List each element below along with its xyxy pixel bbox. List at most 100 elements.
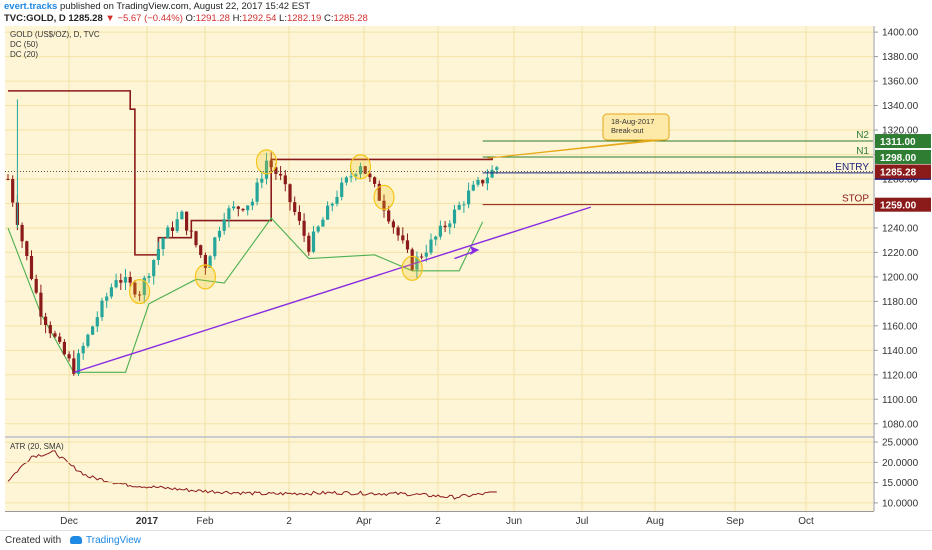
candle-body [133,282,137,295]
candle-body [471,184,475,191]
candle-body [429,239,433,253]
candle-body [6,178,10,180]
candle-body [434,236,438,240]
candle-body [123,277,128,283]
candle-body [180,211,184,220]
x-tick-label: Sep [726,516,744,527]
candle-body [208,256,212,268]
x-axis-ticks: Dec 2017 Feb 2 Apr 2 Jun Jul Aug Sep Oct [60,26,814,527]
level-price-tag [875,149,931,164]
close-label: C: [323,13,334,24]
x-tick-label: Jun [506,516,522,527]
trend-arrow-head [469,246,480,256]
candle-body [203,255,207,268]
tradingview-logo[interactable]: TradingView [70,535,141,546]
atr-tick-label: 15.0000 [882,478,919,489]
candle-body [358,166,363,175]
legend-entry: GOLD (US$/OZ), D, TVC [10,30,100,39]
candle-body [363,166,367,174]
x-tick-label: 2017 [136,516,159,527]
candle-body [274,167,278,174]
candle-body [382,200,386,211]
candle-body [58,336,62,342]
publish-line: evert.tracks published on TradingView.co… [4,1,310,12]
y-tick-label: 1400.00 [882,28,919,39]
y-tick-label: 1140.00 [882,346,918,357]
candle-body [405,240,410,250]
candle-body [340,182,344,197]
x-tick-label: Jul [576,516,589,527]
candle-body [293,202,297,212]
tradingview-brand: TradingView [86,535,142,546]
x-tick-label: Apr [356,516,372,527]
candle-body [396,227,400,236]
last-price: 1285.28 [68,13,103,24]
candle-body [344,177,348,183]
candle-body [44,316,48,325]
candle-body [189,230,193,232]
candle-body [39,292,43,317]
candle-body [246,205,250,211]
trend-line [73,206,592,374]
candle-body [452,209,457,224]
candle-body [311,231,316,252]
level-price-label: 1298.00 [880,153,917,164]
x-tick-label: 2 [286,516,292,527]
candle-body [495,167,499,170]
candle-body [48,324,52,334]
legend-entry: DC (20) [10,50,38,59]
level-price-tag [875,134,931,149]
candle-body [241,208,245,211]
candle-body [424,252,428,257]
candle-body [199,245,203,256]
ohlc-line: TVC:GOLD, D 1285.28 ▼ −5.67 (−0.44%) O:1… [4,13,368,24]
atr-tick-label: 10.0000 [882,498,919,509]
candle-body [53,333,57,337]
candle-body [255,182,259,202]
level-name: N1 [856,146,869,157]
candle-body [161,238,165,250]
published-text: published on TradingView.com, August 22,… [60,1,311,12]
candle-body [321,219,325,227]
y-tick-label: 1380.00 [882,52,919,63]
y-tick-label: 1320.00 [882,126,919,137]
author-link[interactable]: evert.tracks [4,1,58,12]
candle-body [11,179,15,203]
candle-body [269,160,273,168]
candle-body [462,204,466,206]
y-tick-label: 1340.00 [882,101,919,112]
candle-body [100,300,104,318]
close-value: 1285.28 [333,13,368,24]
candle-body [485,177,489,184]
candle-body [354,174,358,177]
highlight-ellipse [373,184,395,210]
candle-body [264,160,269,179]
candle-body [260,178,264,183]
candle-body [250,201,254,206]
candle-body [76,353,81,374]
candle-body [152,259,156,277]
open-value: 1291.28 [195,13,230,24]
candle-body [377,183,381,201]
x-tick-label: Dec [60,516,78,527]
legend-entry: DC (50) [10,40,38,49]
candle-body [175,219,179,231]
y-tick-label: 1280.00 [882,174,919,185]
level-name: N2 [856,130,869,141]
level-price-label: 1259.00 [880,201,917,212]
level-price-label: 1311.00 [880,137,916,148]
highlight-ellipse [401,255,423,281]
candle-body [138,294,142,296]
candle-body [391,221,395,228]
candle-body [401,235,405,241]
price-chart[interactable]: 1400.001380.001360.001340.001320.001300.… [0,26,932,530]
candle-body [81,346,85,354]
candle-body [467,190,471,205]
last-price-label: 1285.28 [880,168,917,179]
candle-body [307,235,311,252]
candle-body [438,225,442,237]
candle-body [326,205,330,220]
candle-body [91,326,95,335]
level-name: STOP [842,194,869,205]
y-tick-label: 1080.00 [882,419,919,430]
